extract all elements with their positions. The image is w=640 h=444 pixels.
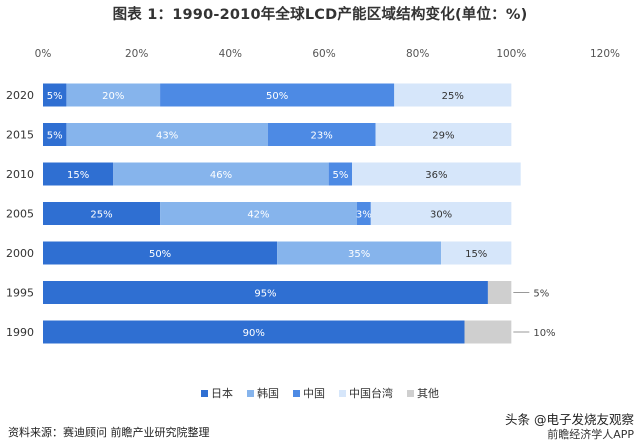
data-label: 15%	[465, 249, 487, 260]
bar-segment	[328, 162, 353, 186]
legend-swatch	[339, 389, 346, 397]
data-label: 42%	[247, 210, 269, 221]
bar-segment	[43, 123, 67, 146]
bar-segment	[43, 202, 161, 225]
data-label: 23%	[311, 131, 333, 142]
bar-segment	[277, 241, 442, 265]
bar-segment	[43, 281, 488, 304]
legend-item: 日本	[201, 385, 233, 401]
bar-segment	[43, 83, 67, 107]
bar-segment	[66, 123, 268, 146]
legend-swatch	[201, 389, 208, 397]
data-label: 5%	[47, 131, 63, 142]
legend-label: 其他	[417, 387, 439, 400]
x-tick-label: 20%	[125, 48, 148, 60]
data-label: 5%	[533, 289, 549, 300]
bar-segment	[66, 83, 161, 107]
bar-segment	[352, 162, 521, 186]
data-label: 36%	[425, 170, 447, 181]
data-label: 43%	[156, 131, 178, 142]
bar-segment	[43, 241, 278, 265]
x-tick-label: 100%	[496, 48, 526, 60]
data-label: 10%	[533, 328, 555, 339]
bar-segment	[113, 162, 329, 186]
bar-segment	[43, 320, 465, 344]
legend-swatch	[407, 389, 414, 397]
legend-label: 中国	[303, 387, 325, 400]
category-label: 2000	[6, 247, 34, 260]
x-tick-label: 60%	[312, 48, 335, 60]
legend-item: 韩国	[247, 385, 279, 401]
legend-item: 中国	[293, 385, 325, 401]
bar-segment	[394, 83, 512, 107]
category-label: 1995	[6, 287, 34, 300]
x-tick-label: 80%	[406, 48, 429, 60]
category-label: 2010	[6, 168, 34, 181]
bar-segment	[160, 202, 357, 225]
data-label: 25%	[90, 210, 112, 221]
legend-label: 日本	[211, 387, 233, 400]
bar-segment	[160, 83, 395, 107]
category-label: 1990	[6, 326, 34, 339]
category-label: 2020	[6, 89, 34, 102]
bar-segment	[375, 123, 512, 146]
category-label: 2005	[6, 208, 34, 221]
bar-segment	[487, 281, 512, 304]
bar-segment	[267, 123, 376, 146]
x-tick-label: 40%	[219, 48, 242, 60]
watermark-line-1: 头条 @电子发烧友观察	[505, 412, 634, 427]
data-label: 20%	[102, 91, 124, 102]
watermark-line-2: 前瞻经济学人APP	[547, 428, 634, 441]
legend-item: 中国台湾	[339, 385, 393, 401]
bar-segment	[441, 241, 512, 265]
data-label: 95%	[254, 289, 276, 300]
category-label: 2015	[6, 129, 34, 142]
legend-item: 其他	[407, 385, 439, 401]
data-label: 5%	[47, 91, 63, 102]
legend-swatch	[247, 389, 254, 397]
watermark: 头条 @电子发烧友观察 前瞻经济学人APP	[505, 412, 634, 442]
data-label: 5%	[332, 170, 348, 181]
bar-segment	[370, 202, 512, 225]
legend-label: 中国台湾	[349, 387, 393, 400]
chart-legend: 日本 韩国 中国 中国台湾 其他	[0, 385, 640, 401]
legend-label: 韩国	[257, 387, 279, 400]
bar-segment	[43, 162, 114, 186]
data-label: 15%	[67, 170, 89, 181]
chart-title: 图表 1：1990-2010年全球LCD产能区域结构变化(单位：%)	[112, 7, 528, 23]
data-label: 30%	[430, 210, 452, 221]
source-note: 资料来源：赛迪顾问 前瞻产业研究院整理	[8, 426, 210, 439]
bar-segment	[464, 320, 512, 344]
legend-swatch	[293, 389, 300, 397]
data-label: 90%	[243, 328, 265, 339]
data-label: 50%	[149, 249, 171, 260]
x-tick-label: 120%	[590, 48, 620, 60]
data-label: 46%	[210, 170, 232, 181]
data-label: 50%	[266, 91, 288, 102]
data-label: 25%	[442, 91, 464, 102]
data-label: 3%	[356, 210, 372, 221]
data-label: 29%	[432, 131, 454, 142]
data-label: 35%	[348, 249, 370, 260]
x-tick-label: 0%	[35, 48, 52, 60]
bar-segment	[356, 202, 371, 225]
